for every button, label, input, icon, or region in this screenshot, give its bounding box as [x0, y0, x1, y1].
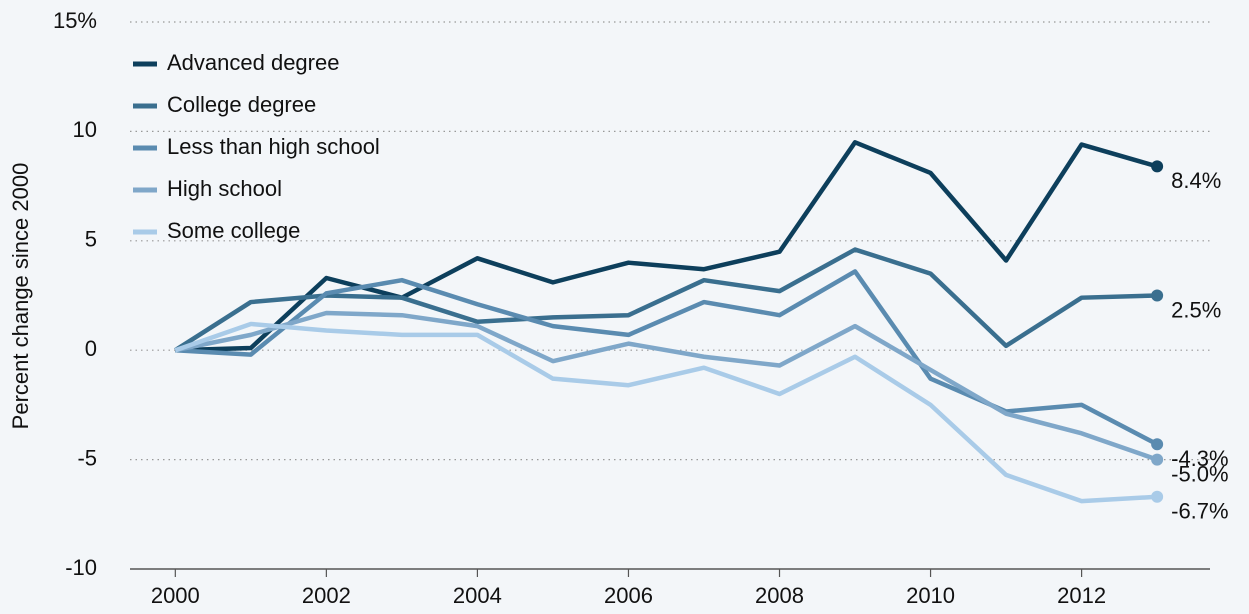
x-tick-label: 2008	[755, 583, 804, 608]
legend-label: Less than high school	[167, 134, 380, 159]
data-label: 2.5%	[1171, 297, 1221, 322]
x-tick-label: 2010	[906, 583, 955, 608]
y-tick-label: 10	[73, 117, 97, 142]
y-tick-label: -10	[65, 555, 97, 580]
data-label: -5.0%	[1171, 461, 1228, 486]
x-tick-label: 2006	[604, 583, 653, 608]
data-label: -6.7%	[1171, 499, 1228, 524]
y-axis-label: Percent change since 2000	[8, 163, 33, 430]
x-tick-label: 2002	[302, 583, 351, 608]
legend-label: High school	[167, 176, 282, 201]
x-tick-label: 2012	[1057, 583, 1106, 608]
series-line	[174, 310, 1158, 462]
end-point	[1151, 490, 1164, 503]
end-point	[1151, 160, 1164, 173]
legend-label: Advanced degree	[167, 50, 339, 75]
legend-label: College degree	[167, 92, 316, 117]
series-line	[175, 140, 1158, 353]
data-label: 8.4%	[1171, 168, 1221, 193]
data-label: -4.3%	[1171, 446, 1228, 471]
legend-label: Some college	[167, 218, 300, 243]
x-tick-label: 2000	[151, 583, 200, 608]
y-tick-label: 5	[85, 227, 97, 252]
y-tick-label: -5	[77, 445, 97, 470]
y-tick-label: 15%	[53, 8, 97, 33]
end-point	[1151, 289, 1164, 302]
y-tick-label: 0	[85, 336, 97, 361]
series-line	[174, 321, 1158, 504]
x-tick-label: 2004	[453, 583, 502, 608]
series-line	[174, 247, 1158, 353]
end-point	[1151, 438, 1164, 451]
end-point	[1151, 453, 1164, 466]
